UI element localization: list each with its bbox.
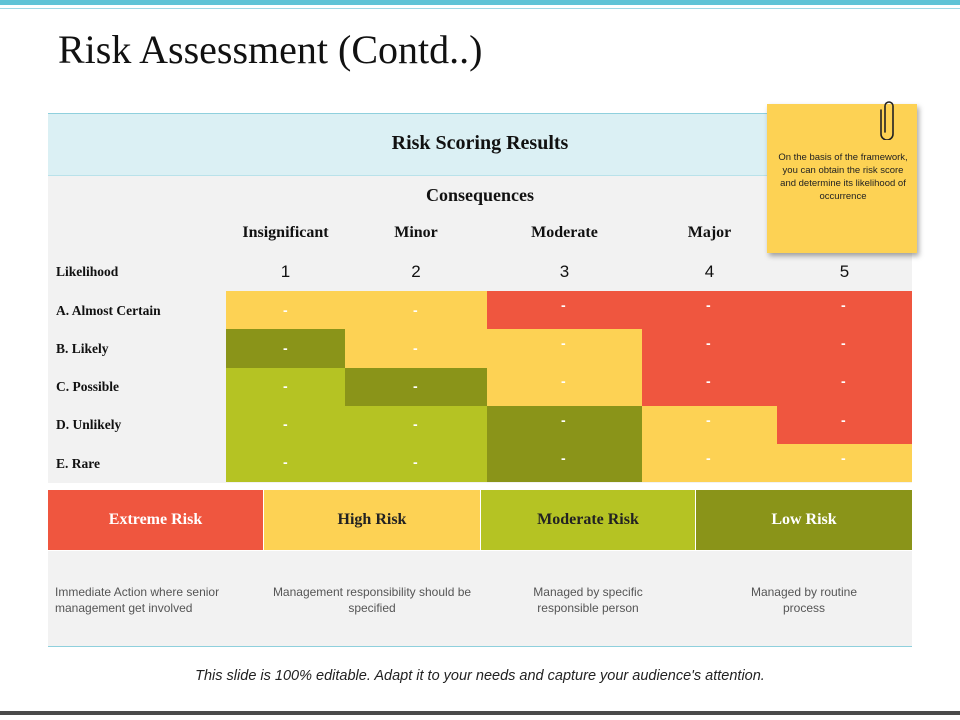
sticky-note <box>767 104 917 253</box>
cell-value-e5: - <box>841 450 846 466</box>
cell-value-c5: - <box>841 373 846 389</box>
cell-value-b4: - <box>706 335 711 351</box>
cell-value-e4: - <box>706 450 711 466</box>
bottom-bar <box>0 711 960 715</box>
cell-value-c2: - <box>413 378 418 394</box>
matrix-cell-b1 <box>226 329 345 368</box>
column-number-5: 5 <box>839 262 850 281</box>
column-number-1: 1 <box>280 262 291 281</box>
top-accent-line <box>0 8 960 9</box>
matrix-cell-c2 <box>345 368 487 406</box>
panel-top-line <box>48 113 912 114</box>
matrix-cell-b3 <box>487 329 642 406</box>
matrix-cell-a4 <box>642 291 777 329</box>
legend-high-risk: High Risk <box>264 490 480 550</box>
matrix-cell-c1 <box>226 368 345 406</box>
matrix-cell-e2 <box>345 444 487 482</box>
cell-value-d2: - <box>413 416 418 432</box>
cell-value-b3: - <box>561 335 566 351</box>
legend-description-panel <box>48 551 912 647</box>
cell-value-d3: - <box>561 412 566 428</box>
matrix-cell-d3 <box>487 406 642 482</box>
cell-value-a4: - <box>706 297 711 313</box>
legend-description-extreme: Immediate Action where senior management… <box>55 585 220 615</box>
cell-value-b1: - <box>283 340 288 356</box>
cell-value-c3: - <box>561 373 566 389</box>
matrix-cell-a3 <box>487 291 642 329</box>
legend-description-moderate: Managed by specific responsible person <box>533 585 643 615</box>
row-label-a: A. Almost Certain <box>56 303 161 318</box>
paper-clip-icon <box>880 101 894 140</box>
matrix-cell-b5 <box>777 329 912 444</box>
cell-value-a3: - <box>561 297 566 313</box>
column-label-2: Minor <box>394 224 438 241</box>
column-number-4: 4 <box>704 262 715 281</box>
panel-title: Risk Scoring Results <box>391 132 569 154</box>
row-label-d: D. Unlikely <box>56 417 122 432</box>
footer-note: This slide is 100% editable. Adapt it to… <box>195 668 765 684</box>
cell-value-a2: - <box>413 302 418 318</box>
row-label-c: C. Possible <box>56 379 120 394</box>
top-accent-bar <box>0 0 960 5</box>
matrix-cell-d1 <box>226 406 345 444</box>
legend-description-low: Managed by routine process <box>750 585 858 615</box>
matrix-cell-a5 <box>777 291 912 329</box>
cell-value-d4: - <box>706 412 711 428</box>
matrix-cell-d2 <box>345 406 487 444</box>
cell-value-a1: - <box>283 302 288 318</box>
column-label-4: Major <box>687 224 732 241</box>
matrix-cell-a2 <box>345 291 487 329</box>
matrix-cell-d4 <box>642 406 777 482</box>
legend-extreme-risk: Extreme Risk <box>48 490 263 550</box>
column-number-3: 3 <box>559 262 570 281</box>
matrix-cell-b2 <box>345 329 487 368</box>
sticky-note-text: On the basis of the framework, you can o… <box>778 152 908 202</box>
column-label-1: Insignificant <box>242 224 329 241</box>
cell-value-b5: - <box>841 335 846 351</box>
matrix-cell-e1 <box>226 444 345 482</box>
legend-moderate-risk: Moderate Risk <box>481 490 695 550</box>
cell-value-c4: - <box>706 373 711 389</box>
cell-value-e2: - <box>413 454 418 470</box>
legend-low-risk: Low Risk <box>696 490 912 550</box>
matrix-cell-e5 <box>777 444 912 482</box>
row-label-e: E. Rare <box>56 456 100 471</box>
matrix-cell-a1 <box>226 291 345 329</box>
cell-value-e3: - <box>561 450 566 466</box>
likelihood-label: Likelihood <box>56 264 119 279</box>
column-number-2: 2 <box>411 262 421 281</box>
cell-value-a5: - <box>841 297 846 313</box>
cell-value-d5: - <box>841 412 846 428</box>
row-label-b: B. Likely <box>56 341 109 356</box>
consequences-heading: Consequences <box>425 185 534 205</box>
cell-value-b2: - <box>413 340 418 356</box>
cell-value-d1: - <box>283 416 288 432</box>
cell-value-c1: - <box>283 378 288 394</box>
cell-value-e1: - <box>283 454 288 470</box>
slide-title: Risk Assessment (Contd..) <box>58 27 483 72</box>
legend-description-high: Management responsibility should be spec… <box>272 585 472 615</box>
column-label-3: Moderate <box>531 224 598 241</box>
matrix-cell-b4 <box>642 329 777 406</box>
